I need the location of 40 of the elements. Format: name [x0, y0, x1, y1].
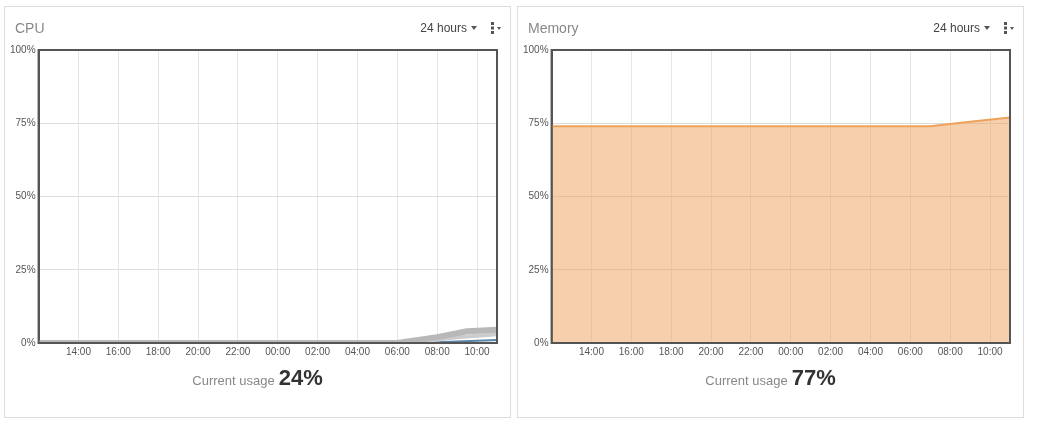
- x-tick-label: 02:00: [305, 345, 331, 357]
- x-tick-label: 14:00: [65, 345, 92, 357]
- text: 77%: [791, 365, 836, 390]
- y-tick-label: 100%: [523, 43, 549, 55]
- y-tick-label: 100%: [10, 43, 36, 55]
- y-tick-label: 0%: [534, 336, 549, 348]
- x-tick-label: 04:00: [857, 345, 884, 357]
- x-tick-label: 18:00: [145, 345, 172, 357]
- x-tick-label: 00:00: [265, 345, 291, 357]
- y-tick-label: 50%: [528, 190, 549, 202]
- x-tick-label: 06:00: [384, 345, 411, 357]
- y-tick-label: 0%: [21, 336, 36, 348]
- x-tick-label: 16:00: [618, 345, 645, 357]
- text: Current usage: [192, 373, 275, 388]
- text: Current usage: [705, 373, 788, 388]
- x-tick-label: 18:00: [658, 345, 685, 357]
- x-tick-label: 04:00: [344, 345, 371, 357]
- x-tick-label: 00:00: [778, 345, 804, 357]
- y-tick-label: 75%: [528, 117, 549, 128]
- y-tick-label: 50%: [15, 190, 36, 202]
- y-tick-label: 25%: [528, 263, 549, 275]
- text: 24%: [278, 365, 323, 390]
- x-tick-label: 06:00: [897, 345, 924, 357]
- x-tick-label: 10:00: [464, 345, 491, 357]
- chart-title: Memory: [528, 20, 579, 36]
- y-tick-label: 75%: [15, 117, 36, 128]
- x-tick-label: 08:00: [424, 345, 451, 357]
- text: 24 hours: [420, 21, 467, 35]
- chart-title: CPU: [15, 20, 45, 36]
- text: 24 hours: [933, 21, 980, 35]
- x-tick-label: 14:00: [578, 345, 605, 357]
- x-tick-label: 20:00: [185, 345, 211, 357]
- x-tick-label: 20:00: [698, 345, 724, 357]
- x-tick-label: 22:00: [738, 345, 764, 357]
- y-tick-label: 25%: [15, 263, 36, 275]
- x-tick-label: 22:00: [225, 345, 251, 357]
- x-tick-label: 16:00: [105, 345, 132, 357]
- x-tick-label: 02:00: [818, 345, 844, 357]
- x-tick-label: 10:00: [977, 345, 1004, 357]
- x-tick-label: 08:00: [937, 345, 964, 357]
